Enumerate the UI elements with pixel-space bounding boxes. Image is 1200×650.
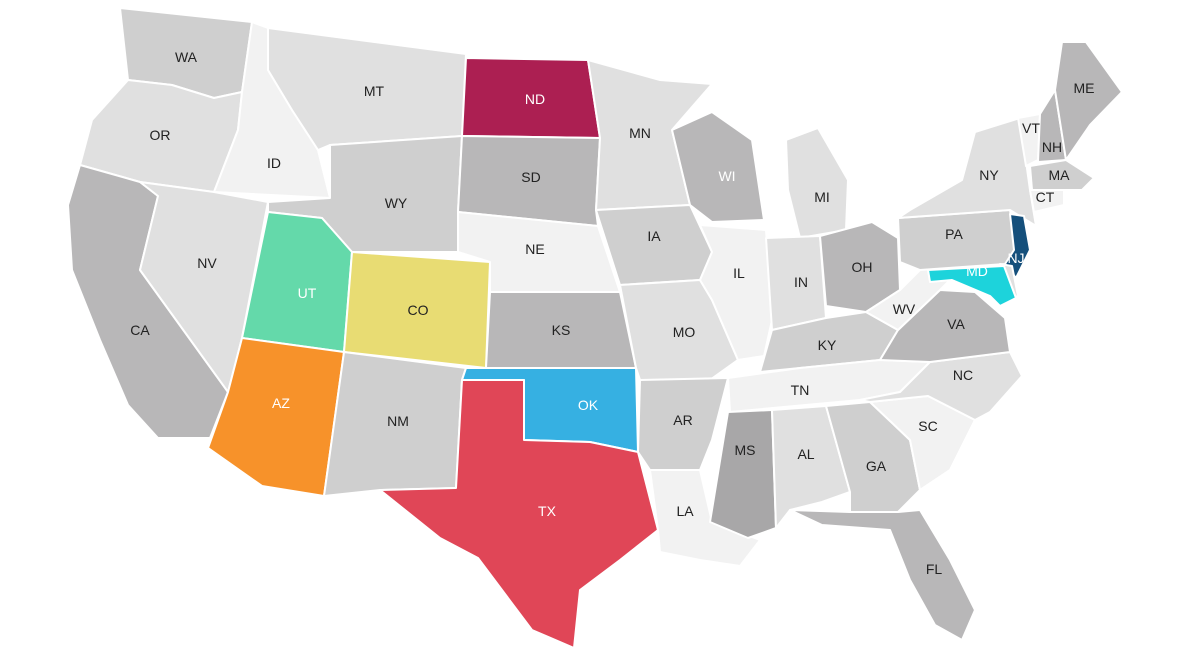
label-ny: NY [979,167,999,183]
state-tx[interactable] [379,379,659,649]
state-me[interactable] [1054,41,1123,161]
label-ma: MA [1049,167,1071,183]
label-oh: OH [852,259,873,275]
label-ky: KY [818,337,837,353]
state-ma[interactable] [1029,159,1095,191]
state-mi[interactable] [785,127,849,239]
label-ok: OK [578,397,599,413]
label-la: LA [676,503,694,519]
label-nj: NJ [1007,250,1024,266]
label-ct: CT [1036,189,1055,205]
label-co: CO [408,302,429,318]
label-sd: SD [521,169,540,185]
label-mi: MI [814,189,830,205]
label-nh: NH [1042,139,1062,155]
label-id: ID [267,155,281,171]
state-labels: WA OR CA ID NV MT WY UT AZ CO NM ND SD N… [130,49,1094,577]
label-ga: GA [866,458,887,474]
label-ms: MS [735,442,756,458]
label-ut: UT [298,285,317,301]
label-ca: CA [130,322,150,338]
label-nv: NV [197,255,217,271]
state-fl[interactable] [789,509,976,641]
label-wy: WY [385,195,408,211]
label-md: MD [966,263,988,279]
label-vt: VT [1022,120,1040,136]
label-nd: ND [525,91,545,107]
state-nj[interactable] [1004,213,1031,279]
label-me: ME [1074,80,1095,96]
label-ia: IA [647,228,661,244]
state-md[interactable] [927,265,1017,307]
label-nm: NM [387,413,409,429]
label-ne: NE [525,241,544,257]
state-shapes [67,7,1123,649]
label-mn: MN [629,125,651,141]
label-tx: TX [538,503,557,519]
label-tn: TN [791,382,810,398]
state-wi[interactable] [671,111,765,223]
label-il: IL [733,265,745,281]
label-ar: AR [673,412,692,428]
state-ny[interactable] [897,117,1037,227]
label-ks: KS [552,322,571,338]
state-sd[interactable] [457,135,601,227]
label-nc: NC [953,367,973,383]
label-or: OR [150,127,171,143]
state-ct[interactable] [1029,189,1065,213]
state-ms[interactable] [709,409,777,539]
label-sc: SC [918,418,937,434]
label-al: AL [797,446,814,462]
label-wa: WA [175,49,198,65]
state-la[interactable] [649,469,761,567]
label-mt: MT [364,83,385,99]
label-mo: MO [673,324,696,340]
label-az: AZ [272,395,290,411]
label-wi: WI [718,168,735,184]
label-wv: WV [893,301,916,317]
label-in: IN [794,274,808,290]
label-va: VA [947,316,965,332]
label-fl: FL [926,561,943,577]
label-pa: PA [945,226,963,242]
